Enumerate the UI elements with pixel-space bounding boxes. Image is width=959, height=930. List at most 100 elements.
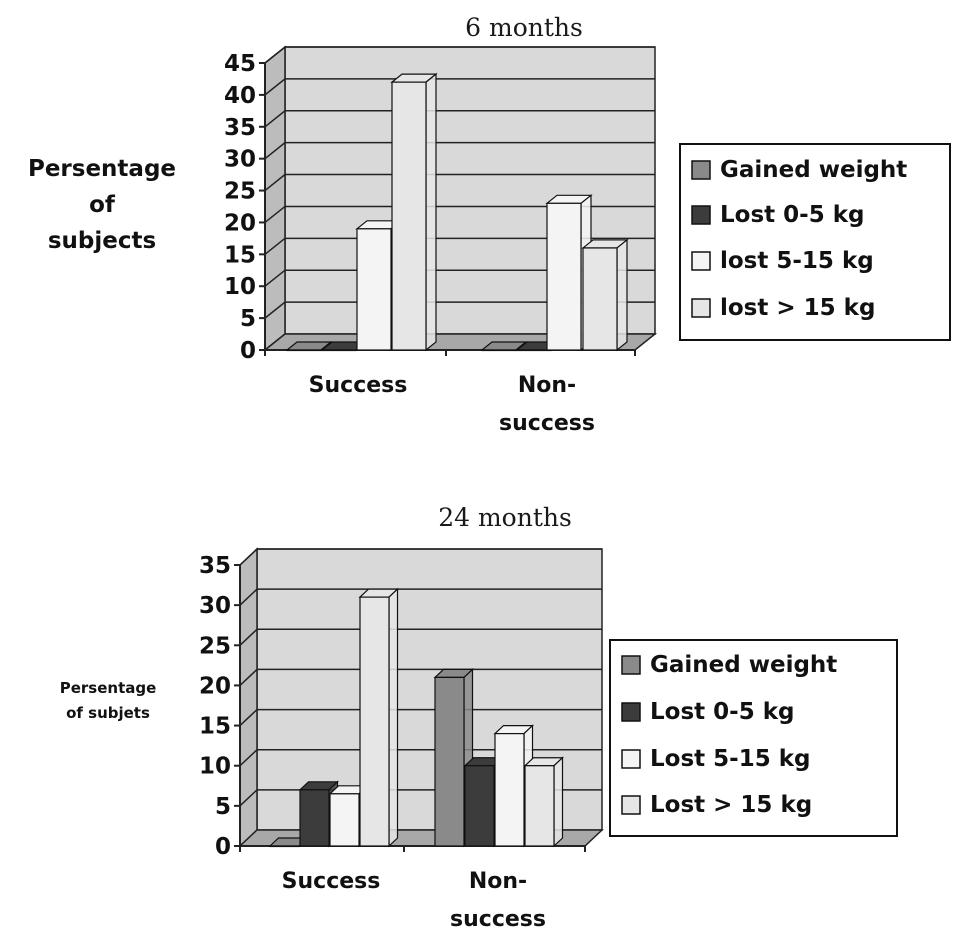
- legend-label: Gained weight: [650, 652, 837, 678]
- legend-swatch: [691, 298, 711, 318]
- bar-non-success-lost-15-kg: [523, 756, 565, 848]
- bar-side-face: [553, 756, 564, 848]
- category-label: success: [499, 411, 595, 436]
- chart-title: 6 months: [465, 13, 583, 42]
- bar-front-face: [546, 202, 582, 351]
- gridline: [264, 269, 655, 287]
- y-tick-label: 25: [199, 633, 231, 659]
- gridline: [239, 748, 602, 767]
- y-axis-label-line: of subjets: [66, 704, 150, 722]
- y-tick-label: 35: [224, 115, 256, 141]
- plot-side-wall: [239, 547, 258, 848]
- gridline: [239, 628, 602, 646]
- gridline: [239, 588, 602, 606]
- bar-side-face: [388, 587, 399, 848]
- legend: Gained weight Lost 0-5 kg lost 5-15 kg lost…: [679, 143, 951, 341]
- legend-item: Lost 0-5 kg: [691, 202, 864, 228]
- chart-title: 24 months: [438, 503, 572, 532]
- gridline: [264, 301, 655, 319]
- legend-swatch: [691, 160, 711, 180]
- chart-6-months: 6 months Persentage of subjects 0 5 10 15 20 25 30…: [28, 13, 951, 436]
- bar-front-face: [329, 793, 360, 847]
- bar-non-success-lost-5-15-kg: [545, 194, 593, 352]
- y-tick-label: 5: [215, 794, 231, 820]
- bar-front-face: [434, 676, 465, 847]
- category-label: Non-: [518, 373, 576, 398]
- gridline: [239, 548, 602, 566]
- y-axis-label-line: Persentage: [28, 156, 176, 182]
- y-tick-label: 0: [240, 338, 256, 364]
- bar-front-face: [494, 732, 525, 847]
- y-axis-label-line: subjects: [48, 228, 156, 254]
- legend-swatch: [691, 205, 711, 225]
- chart-24-months: 24 months Persentage of subjets 0 5 10 15 20 25 3…: [60, 503, 898, 930]
- category-label: Non-: [469, 869, 527, 894]
- category-label: Success: [282, 869, 381, 894]
- y-axis-label-line: Persentage: [60, 679, 157, 697]
- legend-swatch: [621, 655, 641, 675]
- bar-success-lost-15-kg: [358, 587, 400, 848]
- bar-front-face: [359, 596, 390, 847]
- gridline: [264, 141, 655, 160]
- y-tick-label: 45: [224, 51, 256, 77]
- y-tick-label: 25: [224, 179, 256, 205]
- y-tick-label: 5: [240, 306, 256, 332]
- bar-non-success-lost-15-kg: [581, 238, 629, 352]
- bar-front-face: [481, 349, 517, 352]
- bar-front-face: [464, 765, 495, 847]
- y-axis-label-line: of: [89, 192, 116, 218]
- legend-label: Gained weight: [720, 157, 907, 183]
- legend-swatch: [621, 749, 641, 769]
- y-tick-label: 0: [215, 834, 231, 860]
- legend-item: lost > 15 kg: [691, 295, 875, 321]
- legend-label: Lost 0-5 kg: [650, 699, 794, 725]
- bar-front-face: [356, 228, 392, 351]
- bar-front-face: [524, 765, 555, 847]
- gridline: [239, 708, 602, 727]
- legend-box: [609, 639, 898, 837]
- legend-item: Lost 0-5 kg: [621, 699, 794, 725]
- legend-item: Gained weight: [621, 652, 837, 678]
- legend-label: lost 5-15 kg: [720, 248, 874, 274]
- y-tick-label: 35: [199, 553, 231, 579]
- gridline: [264, 237, 655, 255]
- gridline: [264, 110, 655, 128]
- legend-label: lost > 15 kg: [720, 295, 875, 321]
- legend-item: Gained weight: [691, 157, 907, 183]
- legend-item: Lost > 15 kg: [621, 792, 812, 818]
- legend: Gained weight Lost 0-5 kg Lost 5-15 kg Lost…: [609, 639, 898, 837]
- gridline: [264, 46, 655, 64]
- legend-label: Lost 5-15 kg: [650, 746, 810, 772]
- bar-front-face: [582, 247, 618, 351]
- bar-side-face: [515, 341, 527, 351]
- y-tick-label: 15: [224, 242, 256, 268]
- y-tick-label: 20: [224, 210, 256, 236]
- gridline: [264, 78, 655, 96]
- y-tick-label: 10: [224, 274, 256, 300]
- y-tick-label: 30: [199, 593, 231, 619]
- bar-front-face: [286, 349, 322, 352]
- legend-label: Lost > 15 kg: [650, 792, 812, 818]
- legend-swatch: [691, 251, 711, 271]
- legend-box: [679, 143, 951, 341]
- bar-side-face: [320, 341, 332, 351]
- gridline: [264, 205, 655, 224]
- legend-swatch: [621, 702, 641, 722]
- bar-front-face: [321, 349, 357, 352]
- y-tick-label: 30: [224, 147, 256, 173]
- legend-item: lost 5-15 kg: [691, 248, 874, 274]
- gridline: [239, 668, 602, 686]
- legend-label: Lost 0-5 kg: [720, 202, 864, 228]
- bar-front-face: [516, 349, 552, 352]
- y-tick-label: 10: [199, 754, 231, 780]
- gridline: [264, 173, 655, 192]
- bar-side-face: [616, 238, 628, 352]
- legend-item: Lost 5-15 kg: [621, 746, 810, 772]
- bar-front-face: [299, 789, 330, 847]
- legend-swatch: [621, 795, 641, 815]
- category-label: success: [450, 907, 546, 930]
- y-tick-label: 20: [199, 673, 231, 699]
- bar-side-face: [425, 72, 437, 352]
- bar-front-face: [269, 845, 300, 848]
